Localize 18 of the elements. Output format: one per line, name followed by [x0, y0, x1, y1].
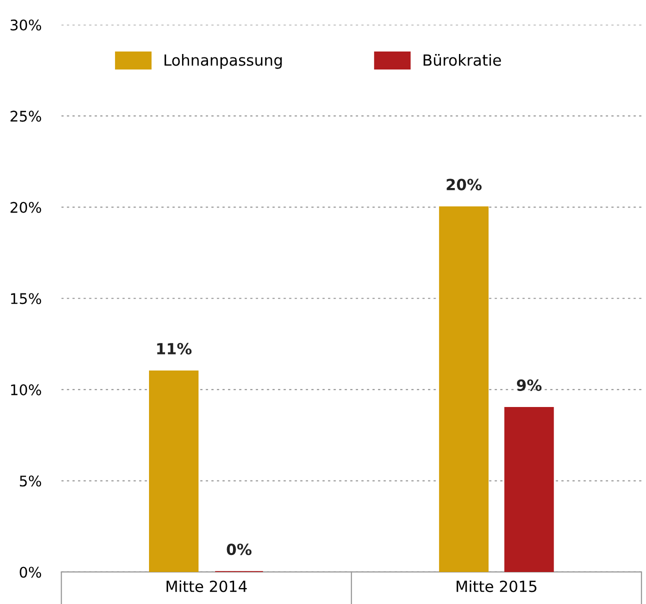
bar: [149, 370, 199, 572]
data-label: 11%: [157, 342, 192, 354]
y-tick-label: 20%: [10, 202, 42, 213]
x-tick-label: Mitte 2015: [456, 580, 536, 592]
legend-label: Bürokratie: [424, 54, 501, 66]
data-label: 20%: [446, 178, 482, 190]
bar: [504, 406, 554, 572]
data-label: 9%: [516, 379, 542, 391]
x-tick-label: Mitte 2014: [166, 580, 247, 592]
y-tick-label: 30%: [10, 19, 42, 31]
y-tick-label: 10%: [11, 384, 42, 396]
y-tick-label: 15%: [11, 293, 42, 304]
legend-label: Lohnanpassung: [164, 54, 282, 69]
bar: [439, 206, 489, 572]
y-tick-label: 25%: [10, 110, 42, 122]
data-label: 0%: [226, 544, 252, 556]
y-tick-label: 0%: [20, 566, 42, 578]
y-tick-label: 5%: [20, 476, 42, 487]
